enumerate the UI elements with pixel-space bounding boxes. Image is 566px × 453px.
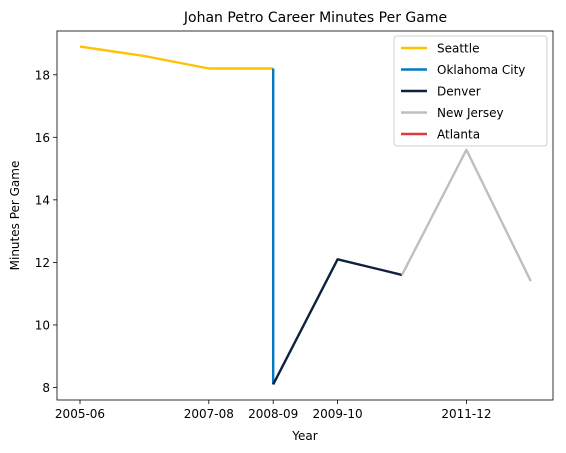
legend-label: Denver	[437, 85, 481, 99]
legend-label: New Jersey	[437, 106, 504, 120]
series-line-seattle	[79, 45, 274, 70]
y-tick-label: 16	[35, 131, 50, 145]
x-axis: 2005-06 2007-08 2008-09 2009-10 2011-12	[55, 400, 491, 421]
x-axis-label: Year	[291, 429, 317, 443]
legend-label: Oklahoma City	[437, 63, 525, 77]
chart-title: Johan Petro Career Minutes Per Game	[183, 10, 447, 26]
series-lines	[79, 45, 532, 385]
legend-label: Atlanta	[437, 128, 480, 142]
series-line-new-jersey	[400, 148, 532, 282]
x-tick-label: 2009-10	[313, 407, 363, 421]
y-axis: 8 10 12 14 16 18	[35, 68, 57, 395]
y-tick-label: 12	[35, 256, 50, 270]
legend: Seattle Oklahoma City Denver New Jersey Atla…	[393, 35, 548, 147]
y-tick-label: 14	[35, 193, 50, 207]
x-tick-label: 2011-12	[441, 407, 491, 421]
series-line-denver	[272, 258, 403, 385]
x-tick-label: 2005-06	[55, 407, 105, 421]
legend-box	[393, 35, 548, 147]
y-tick-label: 18	[35, 68, 50, 82]
legend-label: Seattle	[437, 42, 479, 56]
y-tick-label: 8	[42, 381, 50, 395]
y-tick-label: 10	[35, 318, 50, 332]
y-axis-label: Minutes Per Game	[8, 161, 22, 271]
x-tick-label: 2007-08	[184, 407, 234, 421]
x-tick-label: 2008-09	[248, 407, 298, 421]
